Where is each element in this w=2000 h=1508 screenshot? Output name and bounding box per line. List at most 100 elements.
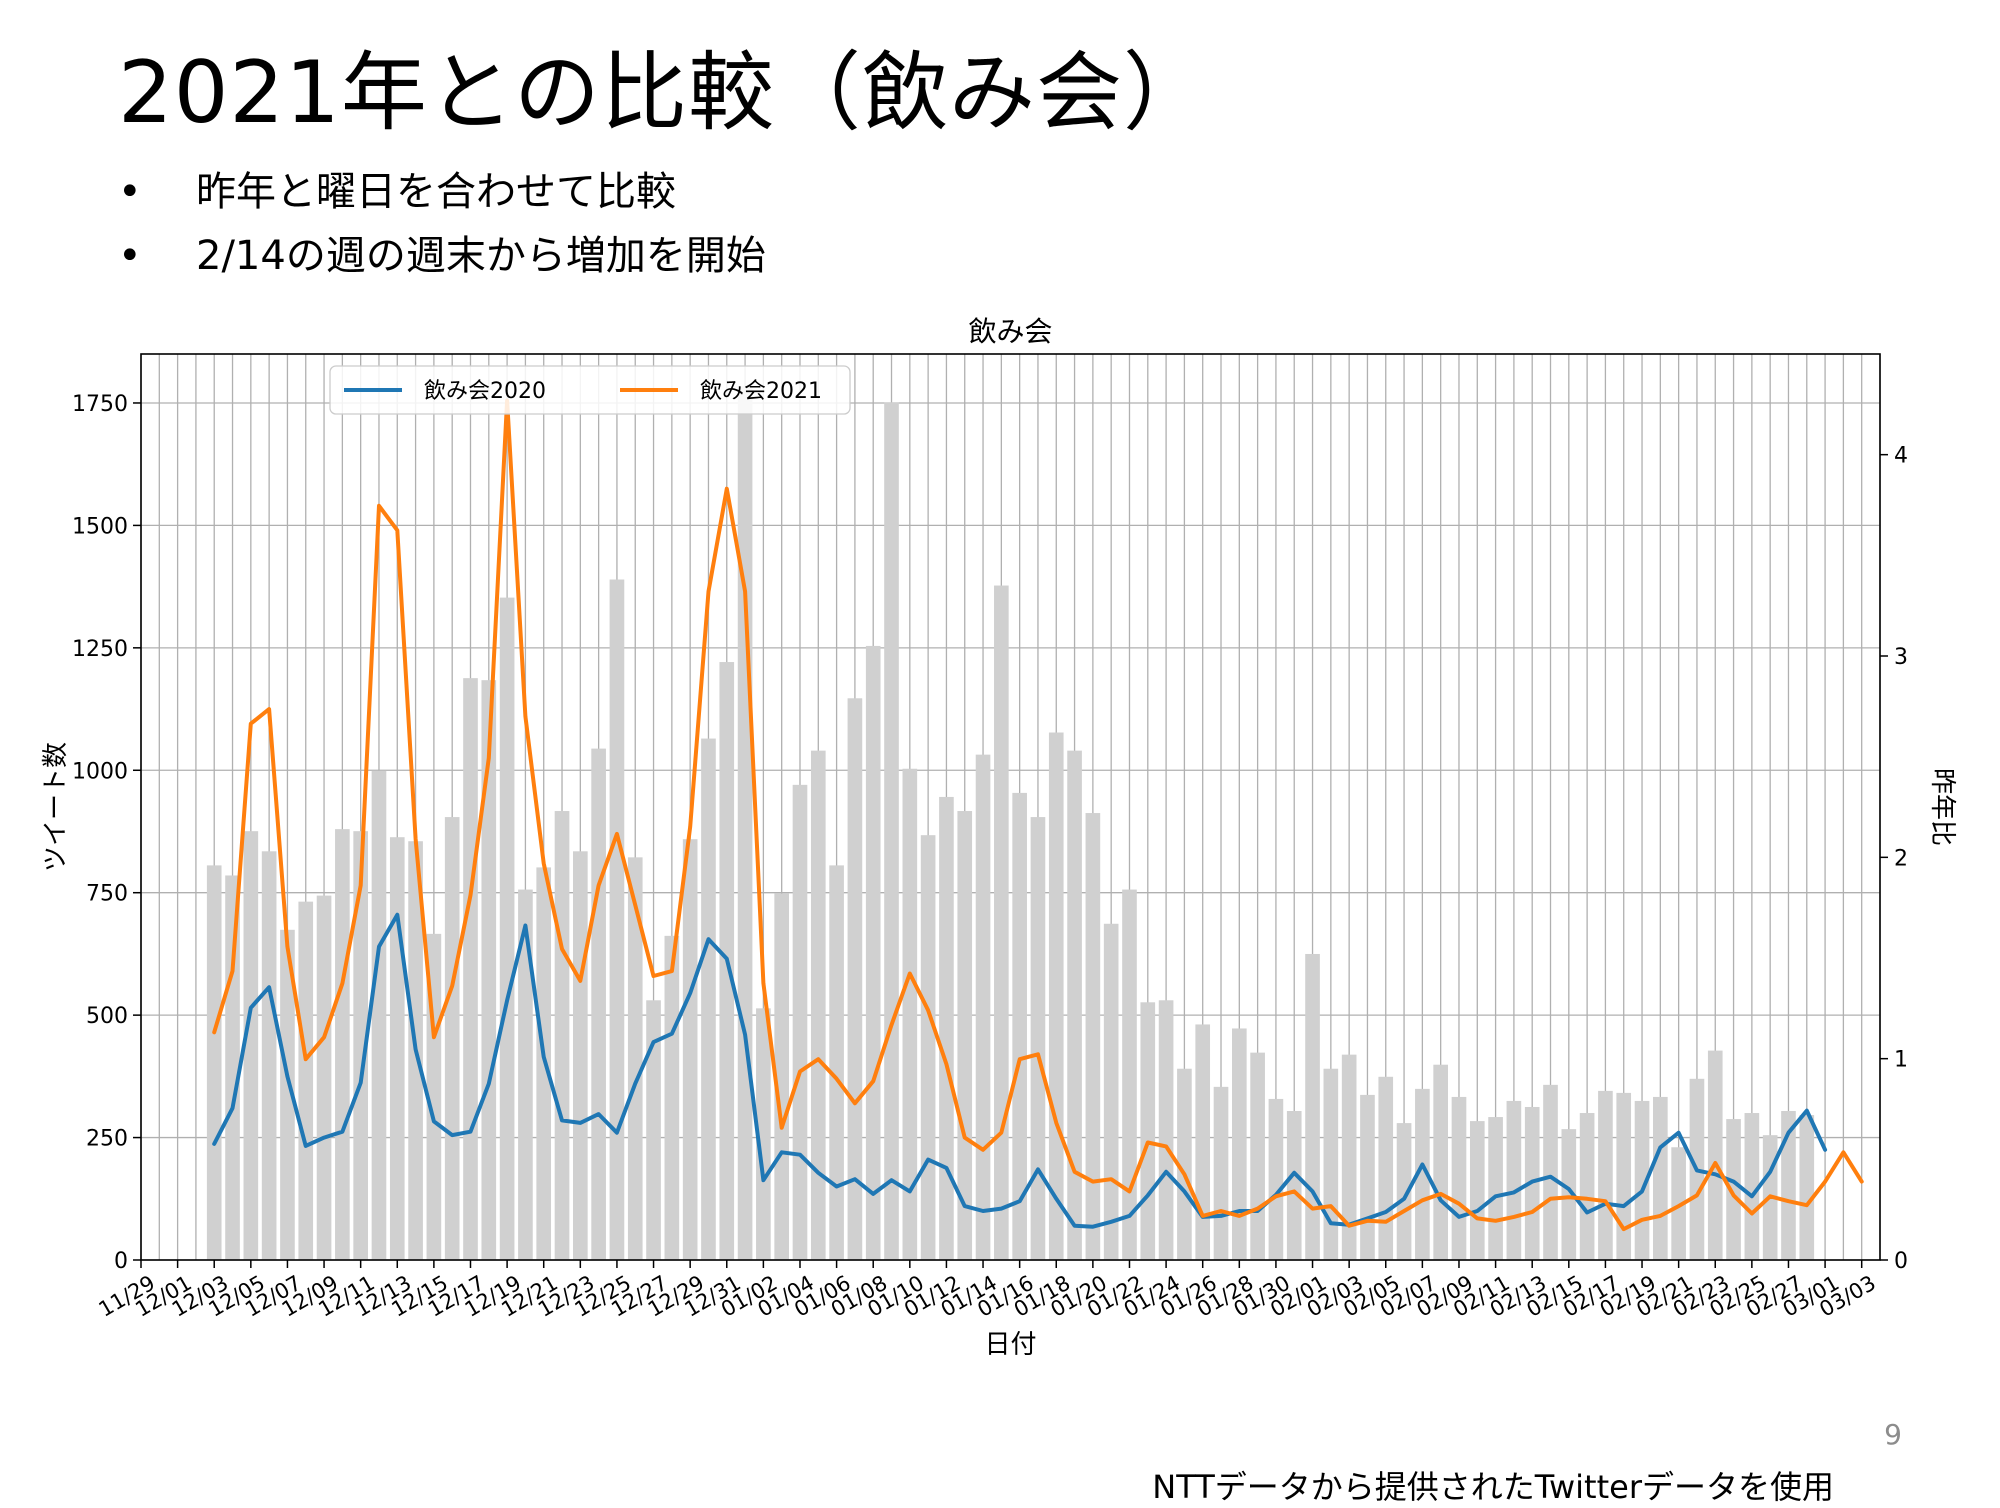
slide-title: 2021年との比較（飲み会） — [118, 43, 1211, 143]
ratio-bar — [261, 851, 277, 1260]
ratio-bar — [1177, 1068, 1192, 1260]
ratio-bar — [975, 754, 991, 1260]
ratio-bar — [1488, 1117, 1503, 1260]
ratio-bar — [1469, 1121, 1485, 1260]
ratio-bar — [1140, 1002, 1156, 1260]
series-line-1 — [212, 912, 1828, 1229]
ratio-bar — [1341, 1054, 1357, 1260]
footnote: NTTデータから提供されたTwitterデータを使用 — [1152, 1468, 1834, 1506]
ratio-bar — [994, 585, 1009, 1260]
ratio-bar — [957, 811, 973, 1260]
ratio-bar — [1781, 1111, 1796, 1260]
ratio-bar — [1158, 1000, 1174, 1260]
ratio-bar — [1561, 1129, 1577, 1260]
y-right-tick-label: 3 — [1894, 645, 1908, 670]
bullet-text: 昨年と曜日を合わせて比較 — [196, 169, 676, 215]
ratio-bar — [1103, 923, 1119, 1260]
ratio-bar — [481, 680, 497, 1260]
y-right-tick-label: 0 — [1894, 1249, 1908, 1274]
ratio-bar — [1067, 750, 1082, 1260]
ratio-bar — [1286, 1111, 1302, 1260]
ratio-bar — [335, 829, 350, 1260]
ratio-bar — [810, 750, 826, 1260]
ratio-bar — [371, 770, 387, 1260]
ratio-bar — [1378, 1076, 1394, 1260]
y-left-tick-label: 250 — [86, 1127, 128, 1152]
chart-container: 0 250 500 750 1000 1250 1500 1750 0 1 2 3 4 11/29 12/0… — [0, 300, 2000, 1380]
ratio-bar — [1396, 1123, 1412, 1260]
ratio-bar — [884, 402, 899, 1260]
legend-label-1: 飲み会2020 — [424, 379, 546, 404]
ratio-bar — [902, 768, 918, 1260]
ratio-bar — [847, 698, 863, 1260]
page-number: 9 — [1884, 1418, 1902, 1451]
y-right-tick-label: 1 — [1894, 1048, 1908, 1073]
ratio-bar — [243, 831, 259, 1260]
ratio-bar — [298, 901, 314, 1260]
ratio-bar — [225, 875, 240, 1260]
ratio-bar — [756, 1008, 771, 1260]
ratio-bar — [1653, 1096, 1668, 1260]
ratio-bar — [1744, 1113, 1760, 1260]
plot-frame — [140, 353, 1881, 1261]
ratio-bar — [1433, 1064, 1448, 1260]
legend-box — [329, 365, 851, 415]
ratio-bar — [1195, 1024, 1211, 1260]
ratio-bar — [1250, 1052, 1265, 1260]
ratio-bar — [1671, 1147, 1686, 1260]
y-left-tick-label: 1500 — [72, 514, 128, 539]
ratio-bar — [573, 851, 588, 1260]
ratio-bar — [920, 835, 936, 1260]
ratio-bar — [939, 796, 954, 1260]
ratio-bar — [1030, 817, 1046, 1260]
legend-label-2: 飲み会2021 — [700, 379, 822, 404]
ratio-bar — [444, 817, 460, 1260]
y-right-axis-label: 昨年比 — [1927, 768, 1957, 846]
ratio-bar — [1415, 1088, 1430, 1260]
ratio-bar — [499, 597, 515, 1260]
ratio-bar — [316, 895, 332, 1260]
ratio-bar — [206, 865, 222, 1260]
ratio-bar — [1360, 1094, 1375, 1260]
bullet-marker: • — [118, 169, 142, 215]
ratio-bar — [1012, 792, 1027, 1260]
ratio-bar — [1085, 813, 1101, 1260]
ratio-bar — [1323, 1068, 1339, 1260]
bullet-marker: • — [118, 233, 142, 279]
ratio-bar — [1799, 1115, 1815, 1260]
ratio-bar — [1707, 1050, 1723, 1260]
ratio-bar — [1616, 1092, 1632, 1260]
y-left-tick-label: 750 — [86, 882, 128, 907]
y-left-axis-label: ツイート数 — [41, 742, 71, 872]
ratio-bar — [1579, 1113, 1595, 1260]
ratio-bar — [554, 811, 570, 1260]
ratio-bar — [1506, 1100, 1522, 1260]
x-axis-label: 日付 — [984, 1330, 1036, 1360]
ratio-bar — [389, 837, 405, 1260]
ratio-bar — [682, 839, 698, 1260]
ratio-bar — [865, 645, 881, 1260]
y-right-tick-label: 2 — [1894, 846, 1908, 871]
ratio-bar — [1726, 1119, 1741, 1260]
chart-title: 飲み会 — [968, 315, 1052, 348]
ratio-bar — [609, 579, 625, 1260]
ratio-bar — [1451, 1096, 1467, 1260]
ratio-bar — [774, 893, 790, 1260]
ratio-bar — [518, 889, 533, 1260]
ratio-bar — [1543, 1084, 1558, 1260]
ratio-bar — [353, 831, 368, 1260]
ratio-bar — [664, 935, 680, 1260]
ratio-bar — [1048, 732, 1064, 1260]
ratio-bar — [792, 784, 808, 1260]
ratio-bar — [737, 386, 753, 1260]
y-left-tick-label: 1250 — [72, 637, 128, 662]
y-left-tick-label: 0 — [114, 1249, 128, 1274]
ratio-bar — [1268, 1098, 1284, 1260]
ratio-bar — [1213, 1086, 1229, 1260]
y-left-tick-label: 500 — [86, 1004, 128, 1029]
ratio-bar — [701, 738, 716, 1260]
y-left-tick-label: 1000 — [72, 759, 128, 784]
series-line-2 — [212, 398, 1864, 1232]
ratio-bar — [627, 857, 643, 1260]
ratio-bar — [463, 678, 478, 1260]
